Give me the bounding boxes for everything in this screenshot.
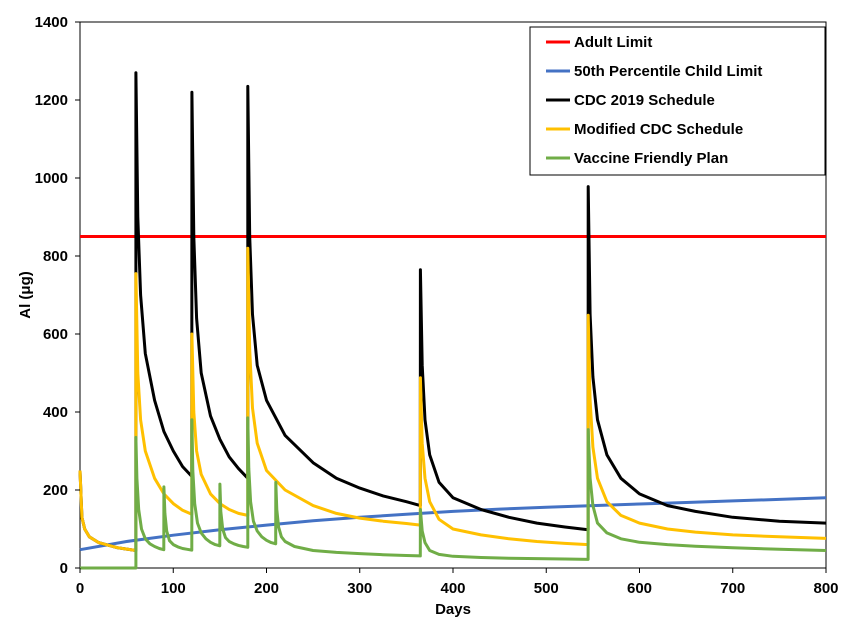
y-tick-label: 1000	[35, 170, 68, 187]
series-line-modified-cdc-schedule	[78, 246, 827, 552]
legend-label: Adult Limit	[574, 34, 652, 51]
y-tick-label: 400	[43, 404, 68, 421]
y-tick-label: 800	[43, 248, 68, 265]
x-tick-label: 700	[720, 580, 745, 597]
legend: Adult Limit 50th Percentile Child Limit CD…	[529, 26, 826, 176]
legend-label: CDC 2019 Schedule	[574, 92, 715, 109]
y-tick-label: 200	[43, 482, 68, 499]
x-axis-title: Days	[435, 601, 471, 617]
series-layer	[78, 71, 827, 570]
y-tick-label: 1400	[35, 14, 68, 31]
x-tick-label: 500	[534, 580, 559, 597]
y-tick-label: 0	[60, 560, 68, 577]
axes-layer: 0 200 400 600 800 1000 1200 1400 0 100 200 300 400 50…	[35, 14, 839, 597]
legend-label: 50th Percentile Child Limit	[574, 63, 762, 80]
y-tick-label: 1200	[35, 92, 68, 109]
x-tick-label: 0	[76, 580, 84, 597]
legend-box	[529, 26, 826, 176]
x-tick-label: 400	[440, 580, 465, 597]
series-line-50th-percentile-child-limit	[79, 496, 827, 552]
y-axis-title: Al (μg)	[17, 271, 34, 319]
legend-label: Modified CDC Schedule	[574, 121, 743, 138]
y-tick-label: 600	[43, 326, 68, 343]
x-tick-label: 300	[347, 580, 372, 597]
series-line-vaccine-friendly-plan	[80, 416, 827, 570]
series-line-cdc-2019-schedule	[78, 71, 827, 552]
legend-label: Vaccine Friendly Plan	[574, 150, 728, 167]
x-tick-label: 600	[627, 580, 652, 597]
x-tick-label: 100	[161, 580, 186, 597]
x-tick-label: 800	[813, 580, 838, 597]
x-tick-label: 200	[254, 580, 279, 597]
